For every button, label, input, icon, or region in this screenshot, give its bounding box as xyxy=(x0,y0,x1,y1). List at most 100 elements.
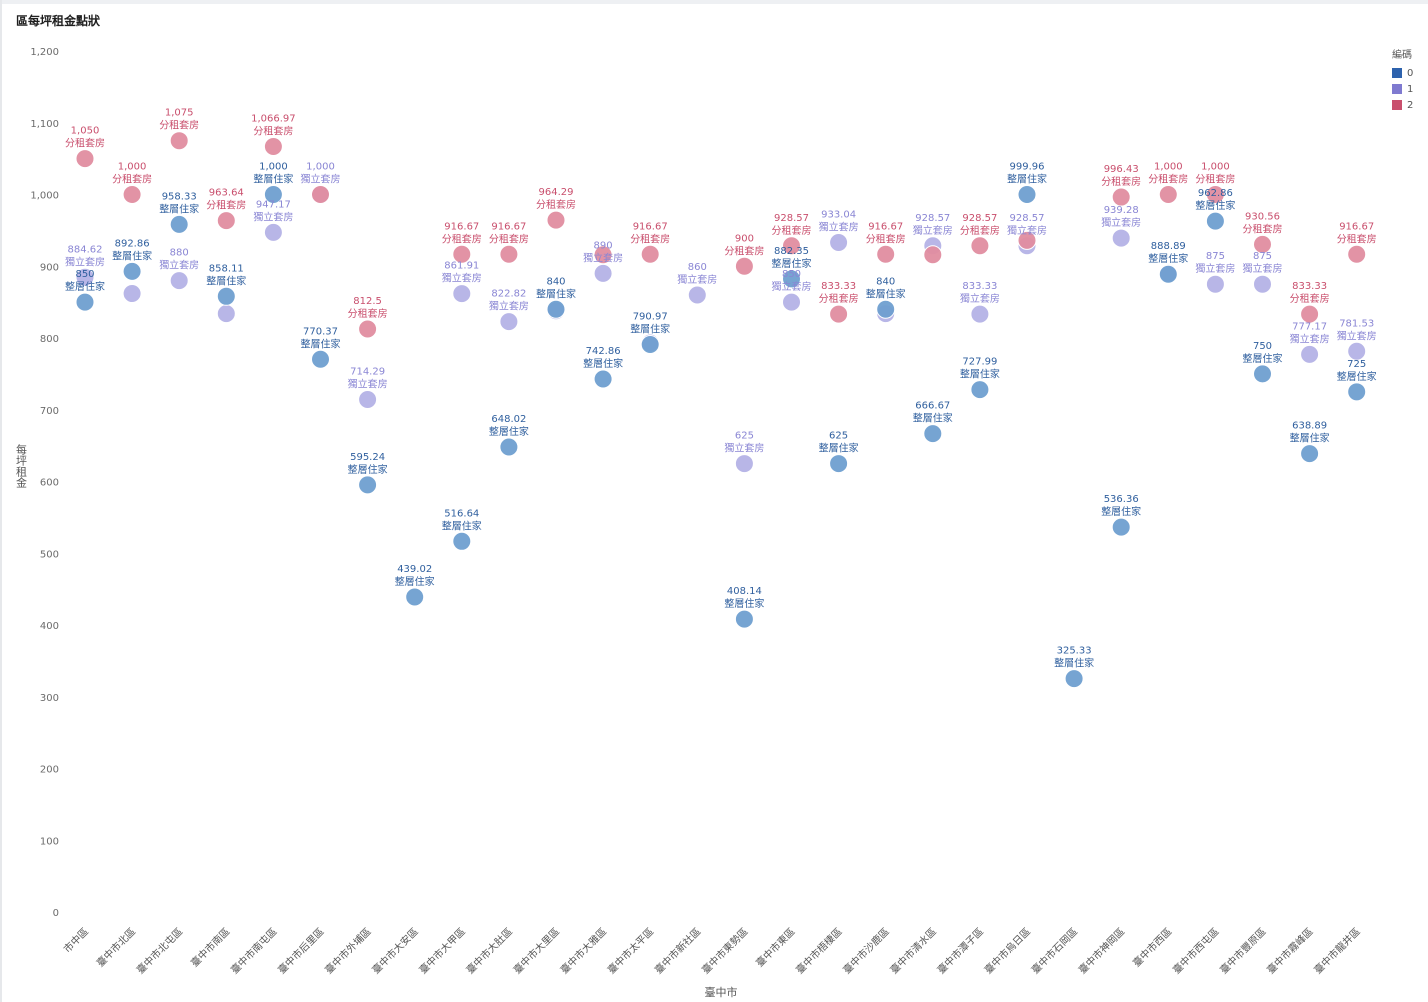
data-label-type: 分租套房 xyxy=(1337,232,1377,245)
legend-item-2[interactable]: 2 xyxy=(1392,97,1413,113)
data-label-value: 408.14 xyxy=(727,586,762,597)
data-point-series-1[interactable] xyxy=(263,222,283,242)
data-point-series-2[interactable] xyxy=(876,244,896,264)
data-point-series-0[interactable] xyxy=(829,454,849,474)
data-point-series-2[interactable] xyxy=(122,185,142,204)
data-point-series-1[interactable] xyxy=(1300,344,1320,364)
data-point-series-0[interactable] xyxy=(122,261,142,281)
data-point-series-2[interactable] xyxy=(640,244,660,264)
data-point-series-2[interactable] xyxy=(1347,244,1367,264)
data-point-series-0[interactable] xyxy=(263,185,283,204)
data-point-series-1[interactable] xyxy=(122,284,142,304)
data-label-type: 整層住家 xyxy=(724,597,764,610)
data-point-series-0[interactable] xyxy=(311,349,330,369)
data-point-series-0[interactable] xyxy=(499,437,519,457)
data-point-series-1[interactable] xyxy=(499,312,519,332)
legend-item-0[interactable]: 0 xyxy=(1392,65,1413,81)
data-label-value: 916.67 xyxy=(444,221,479,232)
data-label-value: 916.67 xyxy=(868,221,903,232)
data-label-value: 962.86 xyxy=(1198,188,1233,199)
data-point-series-0[interactable] xyxy=(216,286,236,306)
data-label-type: 獨立套房 xyxy=(1337,329,1377,342)
data-point-series-0[interactable] xyxy=(405,587,425,607)
data-label-value: 777.17 xyxy=(1292,321,1327,332)
data-point-series-1[interactable] xyxy=(169,271,189,291)
data-point-series-1[interactable] xyxy=(970,304,990,324)
x-tick-label: 臺中市豐原區 xyxy=(1217,925,1269,977)
data-point-series-0[interactable] xyxy=(970,380,990,400)
data-point-series-2[interactable] xyxy=(734,256,754,276)
data-point-series-1[interactable] xyxy=(75,267,95,287)
data-label-value: 1,000 xyxy=(1154,162,1183,173)
data-label-type: 整層住家 xyxy=(1337,370,1377,383)
data-point-series-0[interactable] xyxy=(923,424,943,444)
data-label-type: 分租套房 xyxy=(866,232,906,245)
x-tick-label: 臺中市大里區 xyxy=(511,925,563,977)
data-point-series-1[interactable] xyxy=(452,284,472,304)
data-point-series-1[interactable] xyxy=(687,285,707,305)
data-point-series-0[interactable] xyxy=(1017,185,1037,205)
y-tick-label: 0 xyxy=(53,908,59,919)
data-point-series-2[interactable] xyxy=(1253,234,1272,254)
data-label-type: 整層住家 xyxy=(772,257,812,270)
data-point-series-0[interactable] xyxy=(169,214,189,234)
data-point-series-2[interactable] xyxy=(593,245,613,265)
data-point-series-2[interactable] xyxy=(970,236,990,256)
data-point-series-0[interactable] xyxy=(1064,669,1084,689)
data-point-series-0[interactable] xyxy=(734,609,754,629)
data-point-series-2[interactable] xyxy=(216,211,236,231)
data-point-series-0[interactable] xyxy=(75,292,95,312)
data-point-series-1[interactable] xyxy=(734,454,754,474)
data-point-series-2[interactable] xyxy=(1111,187,1131,207)
data-point-series-0[interactable] xyxy=(546,299,566,319)
data-point-series-0[interactable] xyxy=(1347,382,1367,402)
data-point-series-2[interactable] xyxy=(311,185,330,204)
data-point-series-1[interactable] xyxy=(1111,228,1131,248)
data-point-series-2[interactable] xyxy=(1205,185,1225,204)
data-point-series-0[interactable] xyxy=(593,369,613,389)
data-point-series-1[interactable] xyxy=(782,292,801,312)
data-point-series-2[interactable] xyxy=(358,319,378,339)
data-point-series-2[interactable] xyxy=(499,244,519,264)
data-point-series-0[interactable] xyxy=(782,269,801,289)
legend-item-1[interactable]: 1 xyxy=(1392,81,1413,97)
data-point-series-2[interactable] xyxy=(923,245,943,265)
data-point-series-2[interactable] xyxy=(75,149,95,169)
data-point-series-0[interactable] xyxy=(1300,444,1320,464)
data-point-series-2[interactable] xyxy=(452,244,472,264)
data-point-series-0[interactable] xyxy=(640,334,660,354)
data-point-series-0[interactable] xyxy=(452,531,472,551)
data-label-type: 整層住家 xyxy=(253,173,293,186)
data-point-series-2[interactable] xyxy=(829,304,849,324)
data-point-series-2[interactable] xyxy=(169,131,189,151)
y-tick-label: 800 xyxy=(40,334,59,345)
data-point-series-0[interactable] xyxy=(1111,517,1131,537)
data-point-series-2[interactable] xyxy=(1017,230,1037,250)
data-point-series-2[interactable] xyxy=(782,236,801,256)
data-point-series-1[interactable] xyxy=(216,304,236,324)
data-point-series-2[interactable] xyxy=(546,210,566,230)
data-label-value: 888.89 xyxy=(1151,241,1186,252)
data-point-series-1[interactable] xyxy=(358,389,378,409)
data-point-series-0[interactable] xyxy=(1253,364,1272,384)
data-point-series-1[interactable] xyxy=(1253,274,1272,294)
data-point-series-0[interactable] xyxy=(1158,264,1178,284)
x-tick-label: 臺中市西屯區 xyxy=(1170,925,1222,977)
data-point-series-0[interactable] xyxy=(876,299,896,319)
data-point-series-0[interactable] xyxy=(358,475,378,495)
data-label-type: 整層住家 xyxy=(866,287,906,300)
data-point-series-0[interactable] xyxy=(1205,211,1225,231)
data-label-value: 882.35 xyxy=(774,246,809,257)
data-point-series-1[interactable] xyxy=(1205,274,1225,294)
data-point-series-1[interactable] xyxy=(829,233,849,253)
data-point-series-1[interactable] xyxy=(1347,341,1367,361)
data-point-series-1[interactable] xyxy=(593,263,613,283)
data-label-type: 整層住家 xyxy=(1054,657,1094,670)
data-point-series-2[interactable] xyxy=(1158,185,1178,204)
legend-label-1: 1 xyxy=(1407,83,1414,95)
legend-label-2: 2 xyxy=(1407,99,1414,111)
x-tick-label: 臺中市霧峰區 xyxy=(1264,925,1316,977)
data-point-series-2[interactable] xyxy=(263,136,283,156)
data-point-series-2[interactable] xyxy=(1300,304,1320,324)
